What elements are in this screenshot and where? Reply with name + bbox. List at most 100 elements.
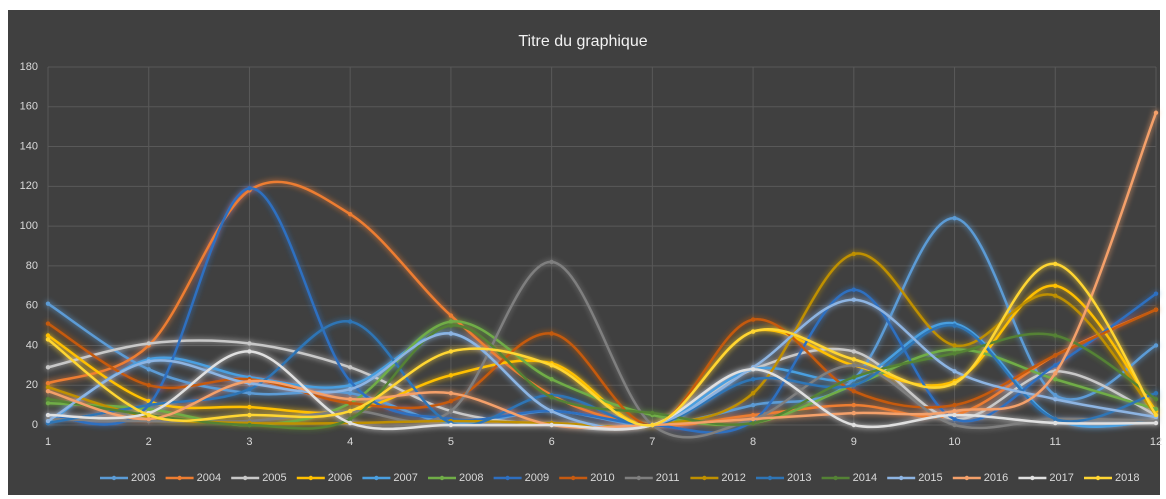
y-tick-label: 100 (20, 220, 38, 232)
point (448, 398, 454, 404)
series-line (47, 324, 1157, 430)
y-tick-label: 160 (20, 101, 38, 113)
point (750, 329, 756, 334)
point (1153, 307, 1159, 312)
point (549, 394, 554, 400)
x-tick-label: 12 (1150, 436, 1162, 448)
point (549, 331, 554, 336)
point (1153, 420, 1159, 426)
legend-label: 2014 (853, 472, 877, 484)
point (146, 367, 151, 372)
legend-label: 2004 (197, 472, 221, 484)
point (146, 412, 151, 418)
point (952, 343, 957, 348)
x-tick-label: 1 (45, 436, 51, 448)
point (347, 365, 353, 370)
legend-marker (702, 475, 707, 481)
legend-label: 2013 (787, 472, 811, 484)
legend-marker (111, 475, 117, 481)
point (1053, 293, 1058, 298)
x-tick-label: 11 (1050, 436, 1061, 448)
point (1053, 416, 1058, 422)
point (1053, 363, 1058, 368)
point (45, 337, 51, 342)
point (1053, 396, 1058, 402)
y-tick-label: 80 (26, 260, 38, 272)
point (45, 385, 51, 390)
point (1153, 291, 1159, 296)
point (750, 390, 756, 396)
point (1053, 420, 1058, 426)
x-tick-label: 10 (948, 436, 960, 448)
point (146, 402, 151, 408)
point (45, 418, 51, 424)
x-tick-label: 6 (549, 436, 555, 448)
point (247, 379, 252, 384)
point (247, 390, 252, 396)
point (650, 410, 655, 416)
point (750, 367, 756, 372)
y-tick-label: 120 (20, 180, 38, 192)
point (952, 412, 957, 418)
point (347, 319, 353, 324)
point (1153, 343, 1159, 348)
point (1053, 333, 1058, 338)
point (851, 251, 857, 257)
y-tick-label: 0 (32, 419, 38, 431)
point (952, 215, 957, 221)
point (448, 323, 454, 328)
point (448, 349, 454, 354)
y-tick-label: 20 (26, 379, 38, 391)
point (952, 351, 957, 356)
legend-label: 2009 (525, 472, 549, 484)
legend-marker (571, 475, 576, 481)
x-tick-label: 8 (750, 436, 756, 448)
point (45, 381, 51, 386)
y-tick-label: 60 (26, 300, 38, 312)
point (952, 381, 957, 386)
point (1153, 110, 1159, 115)
point (549, 259, 554, 265)
point (750, 412, 756, 418)
legend-marker (964, 475, 969, 481)
point (347, 408, 353, 414)
point (448, 422, 454, 428)
point (146, 383, 151, 388)
legend-label: 2017 (1049, 472, 1073, 484)
point (247, 341, 252, 346)
point (347, 387, 353, 392)
legend-label: 2003 (131, 472, 155, 484)
legend-label: 2006 (328, 472, 352, 484)
legend-label: 2007 (393, 472, 417, 484)
point (247, 422, 252, 428)
point (952, 408, 957, 414)
legend-marker (636, 475, 641, 481)
point (347, 416, 353, 422)
point (851, 287, 857, 292)
point (952, 416, 957, 422)
point (45, 400, 51, 406)
point (851, 422, 857, 428)
point (45, 396, 51, 402)
legend-marker (374, 475, 379, 481)
legend-marker (177, 475, 182, 481)
legend-label: 2008 (459, 472, 483, 484)
point (45, 388, 51, 394)
legend-marker (767, 475, 773, 481)
legend-label: 2010 (590, 472, 614, 484)
point (45, 333, 51, 338)
point (247, 186, 252, 191)
x-tick-label: 4 (347, 436, 353, 448)
y-tick-label: 140 (20, 140, 38, 152)
point (1053, 371, 1058, 376)
point (247, 387, 252, 392)
legend-marker (308, 475, 313, 481)
point (851, 375, 857, 380)
point (851, 410, 857, 416)
point (347, 379, 353, 384)
point (1153, 396, 1159, 402)
point (750, 420, 756, 426)
point (1053, 261, 1058, 267)
point (952, 402, 957, 408)
